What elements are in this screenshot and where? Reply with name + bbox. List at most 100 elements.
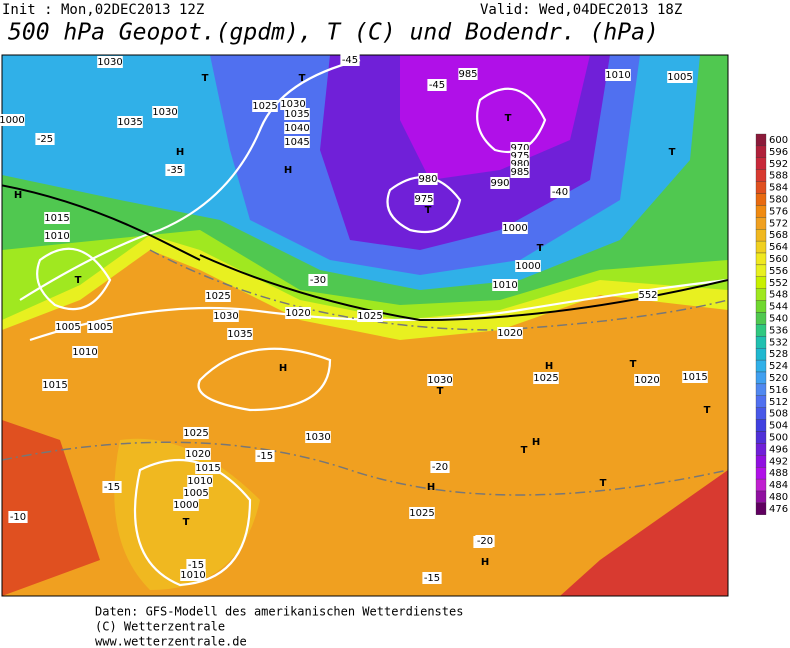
- pressure-center: T: [669, 147, 676, 158]
- label-box: [667, 71, 693, 83]
- legend-label: 572: [769, 218, 788, 229]
- contour-label: 990: [490, 178, 509, 189]
- contour-label: 980: [510, 159, 529, 170]
- label-box: [340, 54, 360, 66]
- contour-label: -25: [37, 134, 53, 145]
- pressure-center: T: [505, 113, 512, 124]
- label-box: [510, 166, 530, 178]
- label-box: [414, 193, 434, 205]
- legend-swatch: [755, 348, 767, 361]
- contour-label: -15: [257, 451, 273, 462]
- pressure-center: H: [427, 482, 435, 493]
- legend-swatch: [755, 443, 767, 456]
- label-box: [305, 431, 331, 443]
- legend-swatch: [755, 324, 767, 337]
- contour-label: 975: [510, 151, 529, 162]
- legend-swatch: [755, 181, 767, 194]
- label-box: [409, 507, 435, 519]
- label-box: [152, 106, 178, 118]
- legend-label: 480: [769, 492, 788, 503]
- pressure-center: H: [532, 437, 540, 448]
- contour-label: 1015: [195, 463, 220, 474]
- contour-label: 1035: [117, 117, 142, 128]
- label-box: [357, 310, 383, 322]
- legend-label: 560: [769, 254, 788, 265]
- contour-label: 1025: [205, 291, 230, 302]
- label-box: [284, 136, 310, 148]
- contour-label: 1030: [305, 432, 330, 443]
- legend-label: 500: [769, 432, 788, 443]
- legend-swatch: [755, 455, 767, 468]
- contour-label: 1035: [284, 109, 309, 120]
- legend-swatch: [755, 431, 767, 444]
- label-box: [72, 346, 98, 358]
- contour-label: 1010: [180, 570, 205, 581]
- pressure-center: T: [299, 73, 306, 84]
- contour-label: 1035: [227, 329, 252, 340]
- contour-label: 1025: [533, 373, 558, 384]
- contour-label: 1015: [682, 372, 707, 383]
- pressure-center: H: [176, 147, 184, 158]
- label-box: [638, 289, 658, 301]
- contour-label: 1010: [492, 280, 517, 291]
- legend-label: 496: [769, 444, 788, 455]
- legend-swatch: [755, 467, 767, 480]
- legend-label: 576: [769, 206, 788, 217]
- legend-label: 532: [769, 337, 788, 348]
- label-box: [427, 374, 453, 386]
- label-box: [35, 133, 55, 145]
- legend-label: 556: [769, 266, 788, 277]
- legend-label: 568: [769, 230, 788, 241]
- contour-label: 985: [458, 69, 477, 80]
- legend-label: 488: [769, 468, 788, 479]
- legend-label: 492: [769, 456, 788, 467]
- legend-swatch: [755, 193, 767, 206]
- legend-swatch: [755, 252, 767, 266]
- legend-swatch: [755, 133, 767, 147]
- contour-label: 1025: [409, 508, 434, 519]
- legend-label: 584: [769, 183, 788, 194]
- label-box: [180, 569, 206, 581]
- map-frame: [1, 54, 729, 597]
- label-box: [195, 462, 221, 474]
- map-title: 500 hPa Geopot.(gpdm), T (C) und Bodendr…: [8, 20, 659, 46]
- contour-label: -15: [104, 482, 120, 493]
- label-box: [475, 535, 495, 547]
- legend-swatch: [755, 229, 767, 242]
- contour-label: 1025: [252, 101, 277, 112]
- legend-swatch: [755, 240, 767, 254]
- label-box: [165, 164, 185, 176]
- pressure-center: T: [630, 359, 637, 370]
- legend-swatch: [755, 312, 767, 325]
- label-box: [422, 572, 442, 584]
- legend-swatch: [755, 264, 767, 277]
- label-box: [186, 559, 206, 571]
- pressure-center: T: [521, 445, 528, 456]
- label-box: [285, 307, 311, 319]
- label-box: [605, 69, 631, 81]
- label-box: [97, 56, 123, 68]
- label-box: [550, 186, 570, 198]
- contour-label: 1000: [502, 223, 527, 234]
- contour-label: -10: [10, 512, 26, 523]
- legend-label: 592: [769, 159, 788, 170]
- label-box: [502, 222, 528, 234]
- contour-label: -40: [552, 187, 568, 198]
- label-box: [44, 230, 70, 242]
- label-box: [252, 100, 278, 112]
- pressure-center: T: [600, 478, 607, 489]
- contour-label: -45: [429, 80, 445, 91]
- pressure-center: T: [202, 73, 209, 84]
- contour-label: 1010: [72, 347, 97, 358]
- label-box: [430, 461, 450, 473]
- contour-label: 1025: [183, 428, 208, 439]
- legend-label: 548: [769, 290, 788, 301]
- pressure-center: T: [437, 386, 444, 397]
- legend-swatch: [755, 359, 767, 373]
- footer-line: Daten: GFS-Modell des amerikanischen Wet…: [95, 605, 463, 619]
- legend-label: 504: [769, 421, 788, 432]
- color-legend: 6005965925885845805765725685645605565525…: [755, 133, 788, 515]
- label-box: [55, 321, 81, 333]
- label-box: [8, 511, 28, 523]
